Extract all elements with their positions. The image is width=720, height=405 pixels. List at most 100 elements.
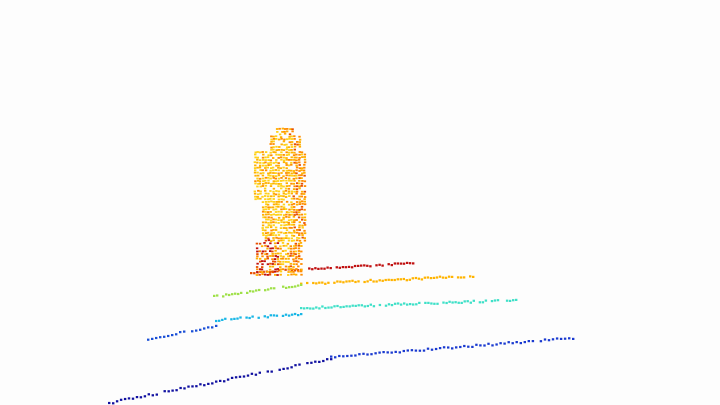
- person-point: [280, 143, 283, 146]
- person-point: [280, 208, 283, 211]
- person-point: [290, 206, 293, 208]
- person-point: [270, 226, 273, 229]
- person-point: [271, 258, 274, 261]
- person-point: [291, 221, 294, 224]
- person-point: [292, 203, 296, 205]
- scan-point: [374, 352, 377, 355]
- scan-point: [402, 349, 405, 353]
- person-point: [288, 137, 291, 140]
- person-point: [297, 247, 301, 250]
- scan-point: [320, 267, 323, 270]
- scan-point: [475, 343, 478, 346]
- scan-point: [559, 337, 563, 340]
- person-point: [256, 268, 259, 271]
- person-point: [272, 221, 275, 224]
- scan-point: [290, 313, 294, 316]
- person-point: [254, 164, 257, 167]
- scan-point: [490, 300, 494, 303]
- person-point: [264, 208, 267, 211]
- person-point: [277, 169, 280, 172]
- scan-point: [203, 384, 206, 387]
- person-point: [282, 192, 285, 195]
- person-point: [262, 153, 265, 156]
- scan-line: [330, 337, 575, 359]
- person-scan-row: [256, 158, 307, 162]
- scan-point: [469, 275, 472, 278]
- person-point: [262, 216, 265, 219]
- person-point: [295, 159, 298, 162]
- scan-point: [523, 341, 526, 344]
- scan-point: [369, 265, 372, 268]
- person-point: [280, 239, 283, 242]
- scan-point: [336, 304, 339, 308]
- scan-point: [351, 304, 354, 307]
- person-point: [260, 245, 264, 248]
- scan-point: [246, 291, 249, 294]
- scan-point: [396, 262, 400, 265]
- person-point: [266, 255, 269, 258]
- person-point: [285, 185, 289, 187]
- person-point: [287, 239, 291, 242]
- person-point: [272, 198, 275, 200]
- person-point: [290, 149, 293, 151]
- person-point: [272, 146, 275, 148]
- person-point: [292, 258, 295, 261]
- scan-point: [399, 303, 403, 306]
- person-point: [297, 244, 301, 247]
- person-point: [276, 180, 280, 182]
- person-point: [270, 148, 273, 151]
- scan-point: [112, 402, 115, 405]
- scan-line: [215, 312, 303, 323]
- scan-point: [405, 261, 409, 264]
- person-point: [290, 190, 294, 193]
- scan-point: [515, 298, 518, 301]
- person-point: [304, 213, 307, 216]
- person-point: [258, 151, 262, 154]
- person-point: [278, 146, 281, 148]
- person-point: [275, 164, 278, 167]
- person-point: [277, 205, 280, 208]
- person-point: [298, 170, 301, 172]
- scan-point: [455, 346, 458, 349]
- scan-point: [143, 395, 147, 398]
- person-point: [295, 162, 298, 164]
- person-point: [284, 128, 287, 130]
- person-point: [287, 221, 290, 224]
- person-point: [300, 273, 303, 276]
- person-point: [261, 156, 265, 159]
- scan-point: [234, 376, 238, 379]
- scan-point: [378, 351, 381, 354]
- person-point: [296, 239, 299, 242]
- person-point: [282, 255, 285, 258]
- scan-point: [270, 370, 273, 373]
- person-point: [285, 213, 288, 216]
- person-point: [295, 203, 299, 206]
- person-point: [292, 263, 295, 266]
- person-point: [287, 192, 290, 195]
- person-point: [280, 137, 283, 140]
- person-point: [283, 214, 286, 216]
- person-point: [258, 159, 262, 162]
- person-point: [265, 234, 268, 237]
- person-point: [254, 156, 257, 159]
- scan-point: [135, 396, 139, 399]
- person-point: [267, 192, 270, 195]
- person-point: [269, 219, 273, 222]
- person-point: [281, 131, 284, 133]
- person-point: [293, 161, 296, 164]
- person-point: [261, 221, 265, 224]
- person-point: [259, 172, 262, 175]
- person-point: [282, 166, 285, 169]
- person-point: [274, 245, 277, 248]
- person-point: [259, 257, 262, 260]
- person-point: [300, 208, 303, 211]
- person-point: [298, 153, 301, 156]
- scan-point: [171, 334, 174, 337]
- person-point: [256, 185, 259, 188]
- person-point: [271, 270, 274, 273]
- person-point: [295, 263, 298, 266]
- person-scan-row: [256, 262, 303, 266]
- person-point: [274, 221, 277, 224]
